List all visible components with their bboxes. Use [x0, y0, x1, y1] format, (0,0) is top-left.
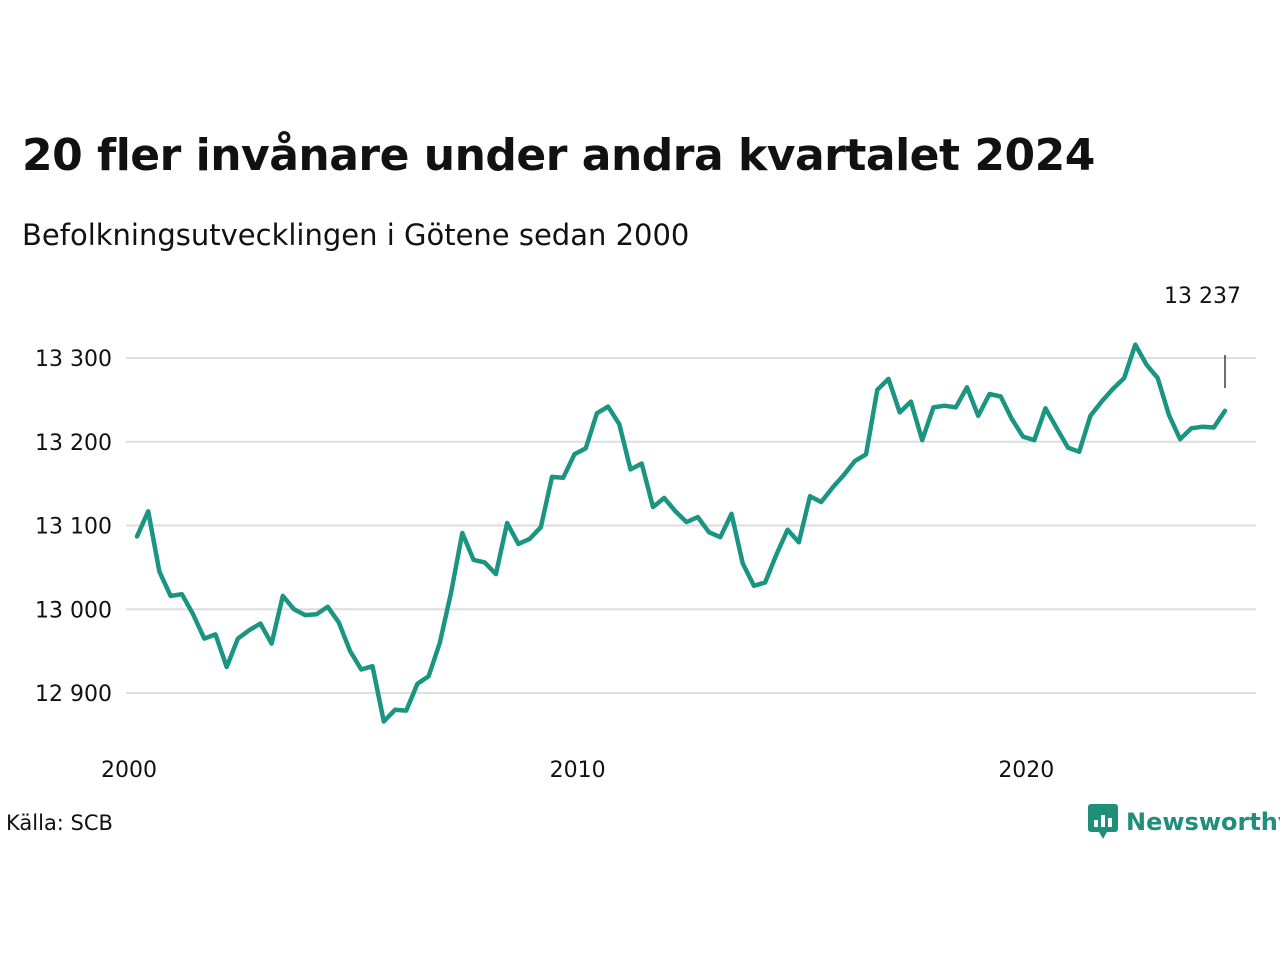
y-tick-label: 13 200 — [35, 431, 112, 456]
brand-name: Newsworthy — [1126, 808, 1280, 836]
chart-subtitle: Befolkningsutvecklingen i Götene sedan 2… — [22, 218, 690, 252]
chart-title: 20 fler invånare under andra kvartalet 2… — [22, 130, 1095, 181]
x-tick-label: 2000 — [101, 758, 157, 783]
gridlines — [126, 357, 1256, 694]
population-line — [134, 342, 1228, 724]
source-note: Källa: SCB — [6, 811, 113, 835]
x-tick-label: 2010 — [550, 758, 606, 783]
y-tick-label: 13 300 — [35, 347, 112, 372]
newsworthy-logo-icon — [1088, 804, 1118, 839]
brand-logo[interactable]: Newsworthy — [1088, 804, 1280, 840]
y-tick-label: 13 100 — [35, 515, 112, 540]
x-tick-label: 2020 — [998, 758, 1054, 783]
y-axis-ticks: 12 900 13 000 13 100 13 200 13 300 — [35, 347, 112, 707]
y-tick-label: 13 000 — [35, 598, 112, 623]
x-axis-ticks: 2000 2010 2020 — [101, 758, 1054, 783]
last-value-label: 13 237 — [1164, 284, 1241, 309]
y-tick-label: 12 900 — [35, 682, 112, 707]
